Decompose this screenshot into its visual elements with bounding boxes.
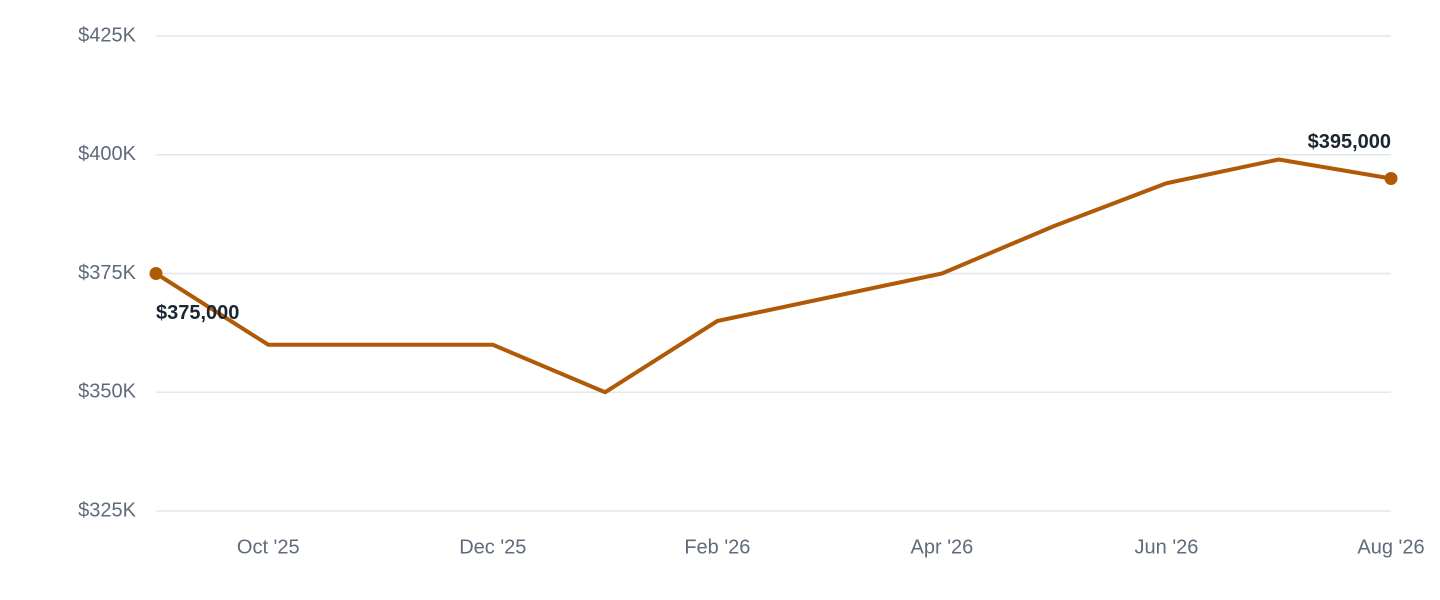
data-label: $375,000	[156, 302, 239, 324]
y-tick-label: $325K	[78, 499, 136, 521]
data-label: $395,000	[1308, 131, 1391, 153]
x-tick-label: Feb '26	[684, 536, 750, 558]
line	[154, 157, 1392, 395]
y-tick-label: $350K	[78, 381, 136, 403]
x-tick-label: Oct '25	[237, 536, 300, 558]
point	[1384, 172, 1398, 185]
x-tick-label: Aug '26	[1357, 536, 1424, 558]
x-tick-label: Jun '26	[1135, 536, 1199, 558]
y-tick-label: $425K	[78, 24, 136, 46]
y-tick-label: $400K	[78, 143, 136, 165]
point	[149, 267, 163, 280]
x-tick-label: Apr '26	[911, 536, 974, 558]
x-tick-label: Dec '25	[459, 536, 526, 558]
y-tick-label: $375K	[78, 262, 136, 284]
